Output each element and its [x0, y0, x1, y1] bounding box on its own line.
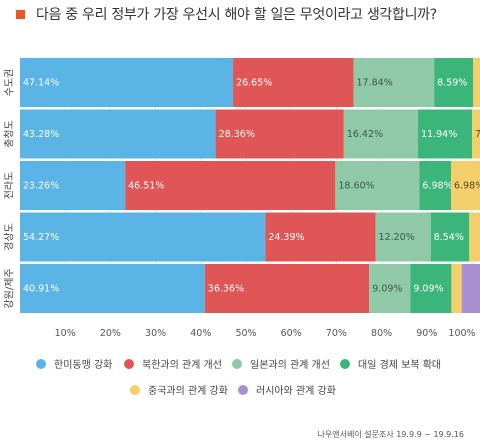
- bar-segment: [472, 109, 480, 159]
- bar-segment: [20, 264, 205, 313]
- source-note: 나우앤서베이 설문조사 19.9.9 ~ 19.9.16: [317, 430, 464, 439]
- legend-swatch: [340, 358, 350, 369]
- category-label: 수도권: [4, 69, 16, 97]
- legend-item: 한미동맹 강화: [36, 356, 112, 371]
- legend-swatch: [36, 358, 46, 369]
- title-marker: [16, 10, 25, 19]
- bar-segment: [125, 161, 336, 210]
- x-tick-label: 100%: [448, 328, 475, 339]
- data-label: 16.42%: [347, 129, 383, 140]
- data-label: 17.84%: [357, 78, 393, 89]
- x-tick-label: 30%: [145, 328, 166, 339]
- legend-swatch: [232, 358, 242, 369]
- data-label: 6.98%: [454, 181, 480, 192]
- x-tick-label: 50%: [235, 328, 256, 339]
- data-label: 18.60%: [338, 181, 374, 192]
- legend-label: 중국과의 관계 강화: [148, 386, 228, 397]
- legend-item: 북한과의 관계 개선: [124, 356, 222, 371]
- x-tick-label: 40%: [190, 328, 211, 339]
- category-label: 경상도: [3, 223, 16, 251]
- data-label: 36.36%: [208, 284, 244, 295]
- bar-segment: [233, 58, 354, 107]
- data-label: 12.20%: [379, 232, 415, 243]
- legend-label: 러시아와 관계 강화: [256, 386, 336, 397]
- bar-segment: [410, 264, 452, 313]
- bar-segment: [451, 264, 462, 313]
- bar-segment: [20, 161, 126, 210]
- bar-segment: [434, 58, 473, 107]
- data-label: 40.91%: [23, 284, 59, 295]
- data-label: 8.54%: [434, 232, 464, 243]
- data-label: 54.27%: [23, 232, 59, 243]
- category-label: 강원/제주: [4, 268, 16, 308]
- legend-label: 한미동맹 강화: [54, 360, 113, 371]
- legend-label: 대일 경제 보복 확대: [358, 360, 442, 371]
- bar-segment: [204, 264, 370, 313]
- bar-segment: [215, 109, 344, 159]
- data-label: 24.39%: [268, 232, 304, 243]
- bar-segment: [353, 58, 435, 107]
- chart-title: 다음 중 우리 정부가 가장 우선시 해야 할 일은 무엇이라고 생각합니까?: [36, 7, 437, 23]
- bar-segment: [472, 58, 480, 107]
- legend-item: 대일 경제 보복 확대: [340, 356, 441, 371]
- legend-label: 일본과의 관계 개선: [250, 360, 330, 371]
- data-label: 23.26%: [23, 181, 59, 192]
- bar-segment: [20, 109, 216, 159]
- bar-segment: [265, 212, 376, 262]
- bar-segment: [450, 161, 480, 210]
- data-label: 11.94%: [421, 129, 457, 140]
- bar-segment: [419, 161, 451, 210]
- legend-swatch: [124, 358, 134, 369]
- data-label: 46.51%: [128, 181, 164, 192]
- data-label: 43.28%: [23, 129, 59, 140]
- x-tick-label: 80%: [371, 328, 392, 339]
- bar-segment: [375, 212, 431, 262]
- x-tick-label: 90%: [416, 328, 437, 339]
- data-label: 26.65%: [236, 78, 272, 89]
- data-label: 8.59%: [437, 78, 467, 89]
- bar-segment: [20, 58, 234, 107]
- bar-segment: [335, 161, 420, 210]
- bar-segment: [461, 264, 480, 313]
- x-tick-label: 10%: [55, 328, 76, 339]
- category-label: 전라도: [4, 172, 16, 200]
- data-label: 28.36%: [219, 129, 255, 140]
- category-label: 충청도: [4, 120, 16, 148]
- bar-segment: [343, 109, 419, 159]
- bar-segment: [20, 212, 266, 262]
- legend-swatch: [238, 384, 248, 395]
- bar-segment: [369, 264, 411, 313]
- bar-segment: [469, 212, 480, 262]
- x-tick-label: 60%: [281, 328, 302, 339]
- bar-segment: [418, 109, 472, 159]
- legend-swatch: [130, 384, 140, 395]
- data-label: 9.09%: [413, 284, 443, 295]
- data-label: 9.09%: [372, 284, 402, 295]
- bar-segment: [430, 212, 470, 262]
- x-tick-label: 20%: [100, 328, 121, 339]
- legend-item: 중국과의 관계 강화: [130, 382, 228, 397]
- x-tick-label: 70%: [326, 328, 347, 339]
- legend-item: 러시아와 관계 강화: [238, 382, 336, 397]
- data-label: 7.46%: [475, 129, 480, 140]
- legend-item: 일본과의 관계 개선: [232, 356, 330, 371]
- data-label: 6.98%: [422, 181, 452, 192]
- legend-label: 북한과의 관계 개선: [142, 360, 222, 371]
- stacked-bar-chart: 수도권 47.14% 26.65% 17.84% 8.59% 충청도 43.28% 28.36…: [3, 58, 480, 339]
- data-label: 47.14%: [23, 78, 59, 89]
